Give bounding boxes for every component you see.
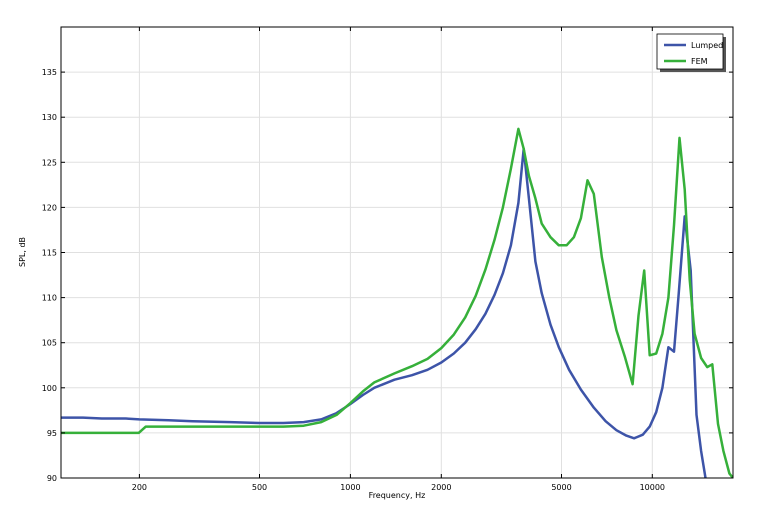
y-tick-label: 115 — [42, 249, 57, 258]
series-lines — [61, 127, 733, 478]
series-line-lumped — [61, 147, 707, 478]
series-line-fem — [61, 127, 733, 478]
x-tick-label: 1000 — [340, 483, 360, 492]
y-axis-label: SPL, dB — [18, 237, 27, 267]
y-tick-label: 130 — [42, 113, 57, 122]
y-tick-label: 105 — [42, 339, 57, 348]
x-tick-label: 10000 — [640, 483, 665, 492]
y-tick-label: 95 — [47, 429, 57, 438]
x-axis-ticks: 200 500 1000 2000 5000 10000 — [132, 27, 665, 492]
y-tick-label: 135 — [42, 68, 57, 77]
legend-label-fem: FEM — [691, 57, 708, 66]
x-axis-label: Frequency, Hz — [369, 491, 426, 500]
y-tick-label: 90 — [47, 474, 57, 483]
x-tick-label: 2000 — [431, 483, 451, 492]
legend-label-lumped: Lumped — [691, 41, 723, 50]
y-tick-label: 110 — [42, 294, 57, 303]
legend: Lumped FEM — [656, 33, 726, 72]
x-tick-label: 200 — [132, 483, 147, 492]
y-axis-ticks: 90 95 100 105 110 115 120 125 130 135 — [42, 68, 733, 483]
x-tick-label: 5000 — [551, 483, 571, 492]
x-tick-label: 500 — [252, 483, 267, 492]
y-tick-label: 120 — [42, 203, 57, 212]
y-tick-label: 100 — [42, 384, 57, 393]
legend-box — [656, 33, 724, 70]
y-tick-label: 125 — [42, 158, 57, 167]
